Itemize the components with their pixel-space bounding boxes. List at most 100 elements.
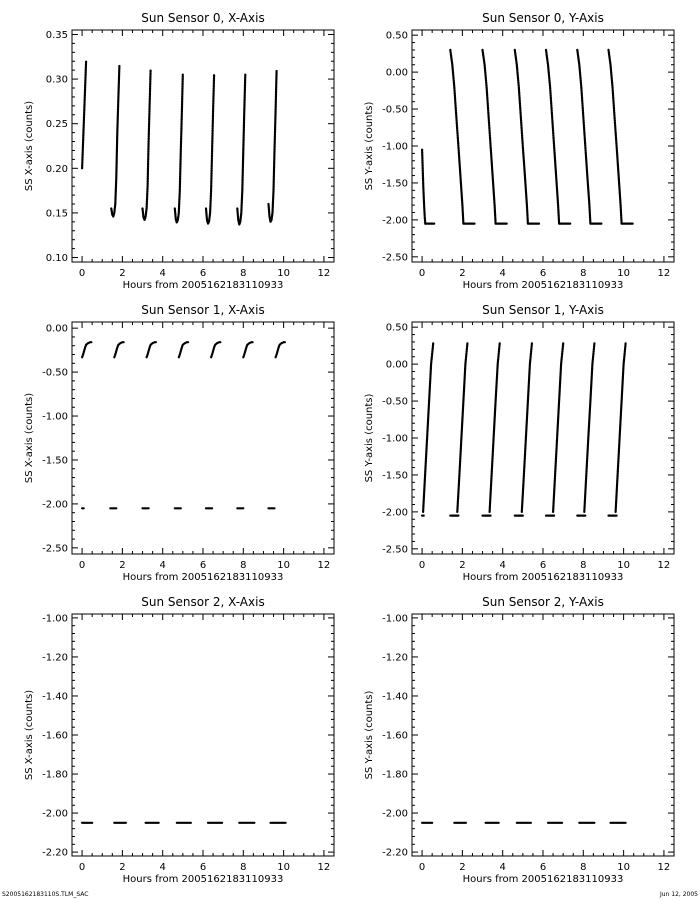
x-tick-label: 4: [160, 560, 166, 571]
x-tick-label: 6: [540, 862, 546, 873]
x-tick-label: 10: [277, 560, 290, 571]
y-axis-label: SS Y-axis (counts): [364, 101, 375, 190]
chart-panel-2: Sun Sensor 1, X-Axis 0 2 4 6 8 10 12 -2.50 -2.00 -…: [24, 303, 335, 583]
x-tick-label: 6: [540, 560, 546, 571]
chart-title: Sun Sensor 0, Y-Axis: [482, 11, 604, 25]
y-tick-label: 0.10: [46, 253, 68, 264]
x-tick-label: 4: [160, 862, 166, 873]
x-tick-label: 4: [500, 268, 506, 279]
chart-title: Sun Sensor 1, Y-Axis: [482, 303, 604, 317]
data-trace: [81, 60, 88, 170]
plot-frame: [71, 613, 335, 857]
chart-panel-1: Sun Sensor 0, Y-Axis 0 2 4 6 8 10 12 -2.50 -2.00 -…: [364, 11, 675, 291]
data-trace: [177, 341, 190, 359]
y-tick-label: -1.00: [382, 613, 408, 624]
y-tick-label: -1.20: [42, 652, 68, 663]
data-trace: [456, 342, 469, 513]
y-axis-label: SS X-axis (counts): [24, 101, 35, 191]
y-tick-label: -2.00: [42, 809, 68, 820]
x-axis-label: Hours from 2005162183110933: [463, 572, 624, 583]
chart-title: Sun Sensor 2, X-Axis: [141, 595, 264, 609]
chart-title: Sun Sensor 1, X-Axis: [141, 303, 264, 317]
y-tick-label: -2.00: [382, 809, 408, 820]
y-tick-label: -2.50: [382, 544, 408, 555]
x-tick-label: 2: [119, 268, 125, 279]
data-trace: [422, 342, 435, 513]
x-tick-label: 0: [419, 862, 425, 873]
chart-panel-5: Sun Sensor 2, Y-Axis 0 2 4 6 8 10 12 -2.20 -2.00 -…: [364, 595, 675, 885]
y-tick-label: 0.35: [46, 30, 68, 41]
data-trace: [141, 69, 152, 222]
y-axis-label: SS Y-axis (counts): [364, 690, 375, 779]
y-tick-label: 0.00: [386, 68, 408, 79]
x-tick-label: 0: [419, 560, 425, 571]
plot-frame: [411, 613, 675, 857]
x-tick-label: 6: [200, 560, 206, 571]
y-tick-label: -1.50: [42, 455, 68, 466]
y-tick-label: -2.00: [382, 507, 408, 518]
x-tick-label: 12: [318, 862, 331, 873]
y-tick-label: -1.60: [382, 731, 408, 742]
y-tick-label: -2.00: [382, 215, 408, 226]
y-tick-label: -2.00: [42, 499, 68, 510]
chart-panel-4: Sun Sensor 2, X-Axis 0 2 4 6 8 10 12 -2.20 -2.00 -…: [24, 595, 335, 885]
data-trace: [513, 48, 529, 225]
y-tick-label: -2.50: [42, 543, 68, 554]
x-tick-label: 12: [658, 560, 671, 571]
data-trace: [583, 342, 596, 513]
y-tick-label: -1.80: [382, 770, 408, 781]
x-axis-label: Hours from 2005162183110933: [123, 572, 284, 583]
x-tick-label: 8: [580, 862, 586, 873]
y-tick-label: -1.50: [382, 178, 408, 189]
x-axis-label: Hours from 2005162183110933: [463, 874, 624, 885]
y-tick-label: -2.20: [42, 848, 68, 859]
data-trace: [552, 342, 565, 513]
y-tick-label: -1.00: [382, 434, 408, 445]
x-tick-label: 0: [79, 268, 85, 279]
y-tick-label: -1.00: [42, 412, 68, 423]
data-trace: [110, 64, 121, 218]
x-tick-label: 8: [580, 560, 586, 571]
y-tick-label: -1.60: [42, 731, 68, 742]
y-tick-label: 0.15: [46, 208, 68, 219]
data-trace: [421, 148, 427, 225]
data-trace: [274, 341, 287, 359]
chart-title: Sun Sensor 0, X-Axis: [141, 11, 264, 25]
data-trace: [481, 48, 497, 225]
footer-date: Jun 12, 2005: [659, 891, 698, 898]
data-trace: [544, 48, 561, 225]
x-tick-label: 12: [658, 268, 671, 279]
x-tick-label: 0: [419, 268, 425, 279]
x-axis-label: Hours from 2005162183110933: [123, 280, 284, 291]
y-tick-label: -2.20: [382, 848, 408, 859]
y-tick-label: -1.40: [382, 691, 408, 702]
plot-frame: [71, 321, 335, 555]
data-trace: [204, 73, 216, 225]
y-tick-label: -1.20: [382, 652, 408, 663]
y-tick-label: -1.40: [42, 691, 68, 702]
data-trace: [210, 341, 223, 359]
x-tick-label: 10: [617, 560, 630, 571]
y-tick-label: 0.00: [386, 360, 408, 371]
y-tick-label: -0.50: [382, 105, 408, 116]
data-trace: [236, 73, 247, 226]
x-tick-label: 8: [240, 268, 246, 279]
data-trace: [173, 73, 184, 224]
data-trace: [614, 342, 627, 513]
x-tick-label: 12: [318, 268, 331, 279]
x-tick-label: 10: [617, 862, 630, 873]
x-tick-label: 2: [119, 560, 125, 571]
y-tick-label: 0.30: [46, 75, 68, 86]
y-axis-label: SS X-axis (counts): [24, 393, 35, 483]
x-tick-label: 2: [459, 862, 465, 873]
x-axis-label: Hours from 2005162183110933: [123, 874, 284, 885]
x-tick-label: 4: [500, 560, 506, 571]
y-tick-label: -0.50: [382, 397, 408, 408]
x-tick-label: 4: [160, 268, 166, 279]
x-tick-label: 2: [119, 862, 125, 873]
plot-frame: [411, 321, 675, 555]
x-tick-label: 12: [318, 560, 331, 571]
data-trace: [145, 341, 158, 359]
y-axis-label: SS Y-axis (counts): [364, 393, 375, 482]
